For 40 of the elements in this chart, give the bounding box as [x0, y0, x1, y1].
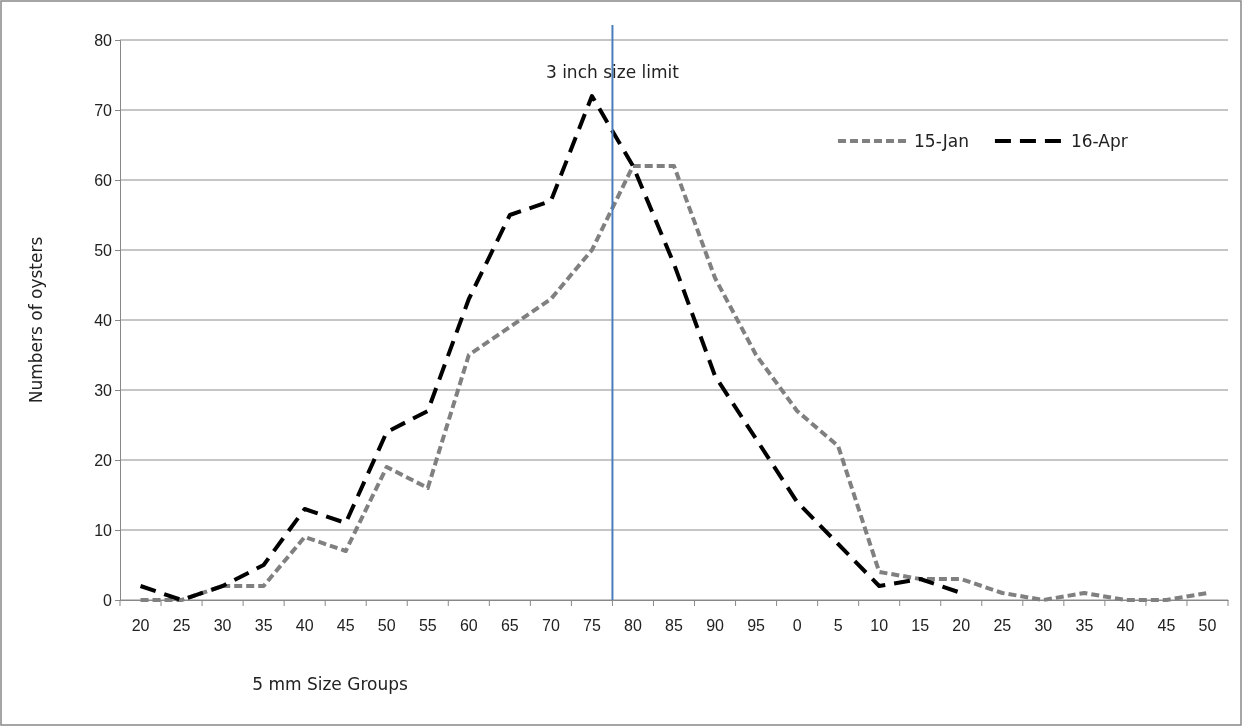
y-tick-label: 50	[94, 241, 113, 259]
x-tick-label: 85	[665, 617, 683, 635]
x-tick-label: 75	[583, 617, 601, 635]
x-tick-label: 20	[131, 617, 150, 635]
legend-label: 16-Apr	[1070, 131, 1128, 151]
x-tick-label: 35	[1075, 617, 1094, 635]
x-tick-label: 50	[377, 617, 396, 635]
x-tick-label: 25	[172, 617, 191, 635]
y-tick-label: 40	[94, 311, 113, 329]
x-tick-label: 25	[993, 617, 1012, 635]
x-tick-label: 5	[833, 617, 843, 635]
y-tick-label: 20	[94, 451, 113, 469]
x-tick-label: 15	[911, 617, 930, 635]
x-tick-label: 55	[418, 617, 437, 635]
x-tick-label: 45	[1157, 617, 1176, 635]
x-tick-label: 80	[624, 617, 642, 635]
x-tick-label: 0	[792, 617, 802, 635]
x-tick-label: 65	[500, 617, 519, 635]
x-tick-label: 20	[952, 617, 971, 635]
x-tick-label: 95	[747, 617, 766, 635]
x-tick-label: 50	[1198, 617, 1217, 635]
y-tick-label: 80	[94, 31, 113, 49]
y-tick-label: 0	[103, 591, 113, 609]
legend-label: 15-Jan	[914, 131, 969, 151]
y-tick-label: 60	[94, 171, 113, 189]
x-tick-label: 70	[541, 617, 560, 635]
x-tick-label: 30	[1034, 617, 1053, 635]
x-tick-label: 10	[870, 617, 889, 635]
x-tick-label: 60	[459, 617, 478, 635]
y-tick-label: 10	[94, 521, 113, 539]
x-tick-label: 35	[254, 617, 273, 635]
y-axis-title: Numbers of oysters	[26, 236, 46, 404]
x-tick-label: 30	[213, 617, 232, 635]
x-tick-label: 40	[1116, 617, 1135, 635]
y-tick-label: 30	[94, 381, 113, 399]
x-axis-title: 5 mm Size Groups	[252, 674, 408, 694]
x-tick-label: 40	[295, 617, 314, 635]
y-tick-label: 70	[94, 101, 113, 119]
x-tick-label: 45	[336, 617, 355, 635]
x-tick-label: 90	[706, 617, 725, 635]
